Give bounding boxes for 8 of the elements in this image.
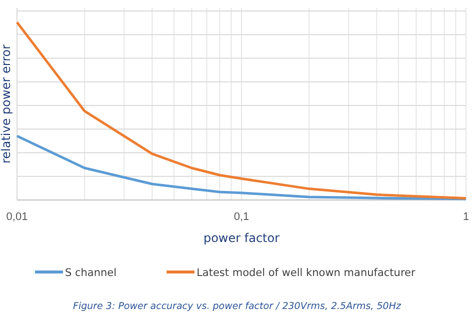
caption: Figure 3: Power accuracy vs. power factor / 230Vrms, 2.5Arms, 50Hz	[73, 301, 402, 312]
x-axis-title: power factor	[203, 231, 280, 245]
legend-label: S channel	[65, 267, 117, 279]
x-tick-label: 0,01	[6, 210, 28, 223]
legend-label: Latest model of well known manufacturer	[196, 267, 416, 279]
x-tick-label: 1	[462, 210, 470, 223]
x-tick-label: 0,1	[234, 210, 250, 223]
y-axis-title: relative power error	[0, 44, 13, 164]
